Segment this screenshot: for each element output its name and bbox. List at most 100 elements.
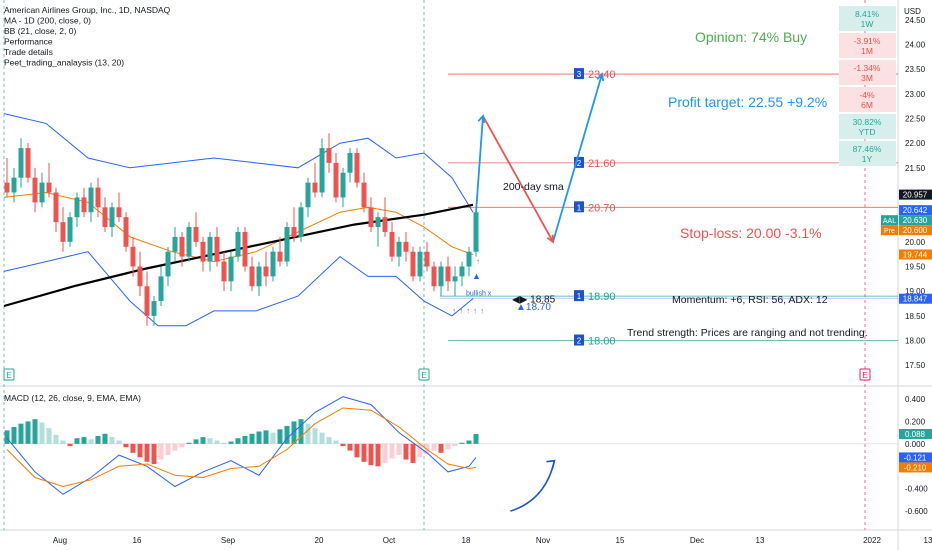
annotations: Opinion: 74% Buy Profit target: 22.55 +9.… xyxy=(503,29,868,339)
legend-line: American Airlines Group, Inc., 1D, NASDA… xyxy=(4,5,171,15)
price-axis: 17.5018.0018.5019.0019.5020.0020.5021.00… xyxy=(881,7,932,516)
candle-body xyxy=(284,227,290,262)
price-label: 19.744 xyxy=(903,250,928,259)
macd-histogram-bar xyxy=(11,427,17,444)
candle-body xyxy=(74,197,80,218)
macd-histogram-bar xyxy=(333,440,339,444)
price-label: 20.957 xyxy=(903,191,928,200)
candle-body xyxy=(186,227,192,257)
macd-histogram-bar xyxy=(361,443,367,462)
macd-histogram-bar xyxy=(39,422,45,444)
macd-histogram-bar xyxy=(284,425,290,444)
macd-histogram-bar xyxy=(305,423,311,444)
macd-histogram-bar xyxy=(347,443,353,451)
price-tick: 21.50 xyxy=(905,164,926,173)
macd-histogram-bar xyxy=(53,434,59,444)
bullish-arrow: ▲ xyxy=(472,271,481,281)
macd-histogram-bar xyxy=(102,433,108,444)
price-tick: 24.00 xyxy=(905,40,926,49)
macd-label-bg xyxy=(899,428,932,439)
candle-body xyxy=(270,251,276,277)
macd-histogram-bar xyxy=(242,436,248,444)
macd-histogram-bar xyxy=(382,443,388,463)
candle-body xyxy=(242,231,248,267)
perf-period: 1Y xyxy=(862,154,873,164)
candle-body xyxy=(368,207,374,228)
candle-body xyxy=(256,266,262,287)
macd-histogram-bar xyxy=(74,438,80,444)
candle-body xyxy=(249,266,255,287)
candle-body xyxy=(340,172,346,198)
candle-body xyxy=(389,231,395,257)
macd-histogram-bar xyxy=(144,443,150,462)
candle-body xyxy=(305,182,311,208)
perf-cell xyxy=(839,141,896,166)
candle-body xyxy=(438,266,444,287)
perf-cell xyxy=(839,60,896,85)
perf-period: 3M xyxy=(861,73,873,83)
macd-histogram-bar xyxy=(186,442,192,444)
candle-body xyxy=(172,236,178,252)
candle-body xyxy=(11,177,17,193)
candle-body xyxy=(46,182,52,193)
macd-legend: MACD (12, 26, close, 9, EMA, EMA) xyxy=(4,393,141,403)
level-badge xyxy=(574,201,584,213)
candle-body xyxy=(109,207,115,228)
signal-line xyxy=(6,407,477,488)
candle-body xyxy=(102,207,108,228)
macd-histogram-bar xyxy=(228,441,234,444)
candle-body xyxy=(431,266,437,287)
earnings-badge xyxy=(859,368,871,381)
level-label: 18.90 xyxy=(588,291,616,303)
macd-histogram-bar xyxy=(340,443,346,447)
candle-body xyxy=(263,266,269,277)
marker-1870: ▲18.70 xyxy=(516,302,551,313)
price-label: 20.630 xyxy=(903,216,928,225)
time-tick: Sep xyxy=(221,536,236,545)
tick-arrow: ↑ xyxy=(476,257,480,266)
macd-histogram-bar xyxy=(25,421,31,444)
level-badge-num: 1 xyxy=(577,203,582,212)
perf-cell xyxy=(839,33,896,58)
level-badge xyxy=(574,290,584,302)
macd-tick: -0.600 xyxy=(905,507,928,516)
time-tick: 15 xyxy=(616,536,625,545)
currency-label: USD xyxy=(904,7,921,16)
level-badge xyxy=(574,156,584,168)
macd-histogram-bar xyxy=(179,443,185,448)
candle-body xyxy=(277,251,283,262)
price-label: 20.600 xyxy=(903,226,928,235)
time-tick: 20 xyxy=(315,536,324,545)
candle-body xyxy=(158,276,164,302)
arrowhead-up xyxy=(596,72,605,82)
tick-arrow: ↑ xyxy=(473,306,477,315)
candle-body xyxy=(67,217,73,242)
legend-line: Trade details xyxy=(4,47,53,57)
candle-body xyxy=(410,251,416,277)
candle-body xyxy=(235,231,241,257)
macd-tick: 0.000 xyxy=(905,440,926,449)
price-tick: 22.00 xyxy=(905,139,926,148)
macd-histogram-bar xyxy=(18,423,24,444)
macd-histogram-bar xyxy=(277,429,283,444)
candle-body xyxy=(424,251,430,267)
candle-body xyxy=(375,217,381,228)
candle-body xyxy=(200,241,206,262)
candle-body xyxy=(207,236,213,262)
macd-histogram-bar xyxy=(4,430,10,444)
tick-arrow: ↑ xyxy=(452,306,456,315)
candle-body xyxy=(319,148,325,193)
candle-body xyxy=(221,261,227,282)
macd-label: -0.210 xyxy=(904,463,927,472)
price-tag-bg xyxy=(881,225,898,236)
trend-text: Trend strength: Prices are ranging and n… xyxy=(627,327,868,339)
candle-body xyxy=(53,192,59,223)
bullish-label: bullish x xyxy=(466,291,492,298)
candle-body xyxy=(291,227,297,237)
macd-histogram-bar xyxy=(368,443,374,466)
tick-arrow: ↑ xyxy=(466,306,470,315)
level-badge-num: 3 xyxy=(577,70,582,79)
price-tick: 19.50 xyxy=(905,263,926,272)
